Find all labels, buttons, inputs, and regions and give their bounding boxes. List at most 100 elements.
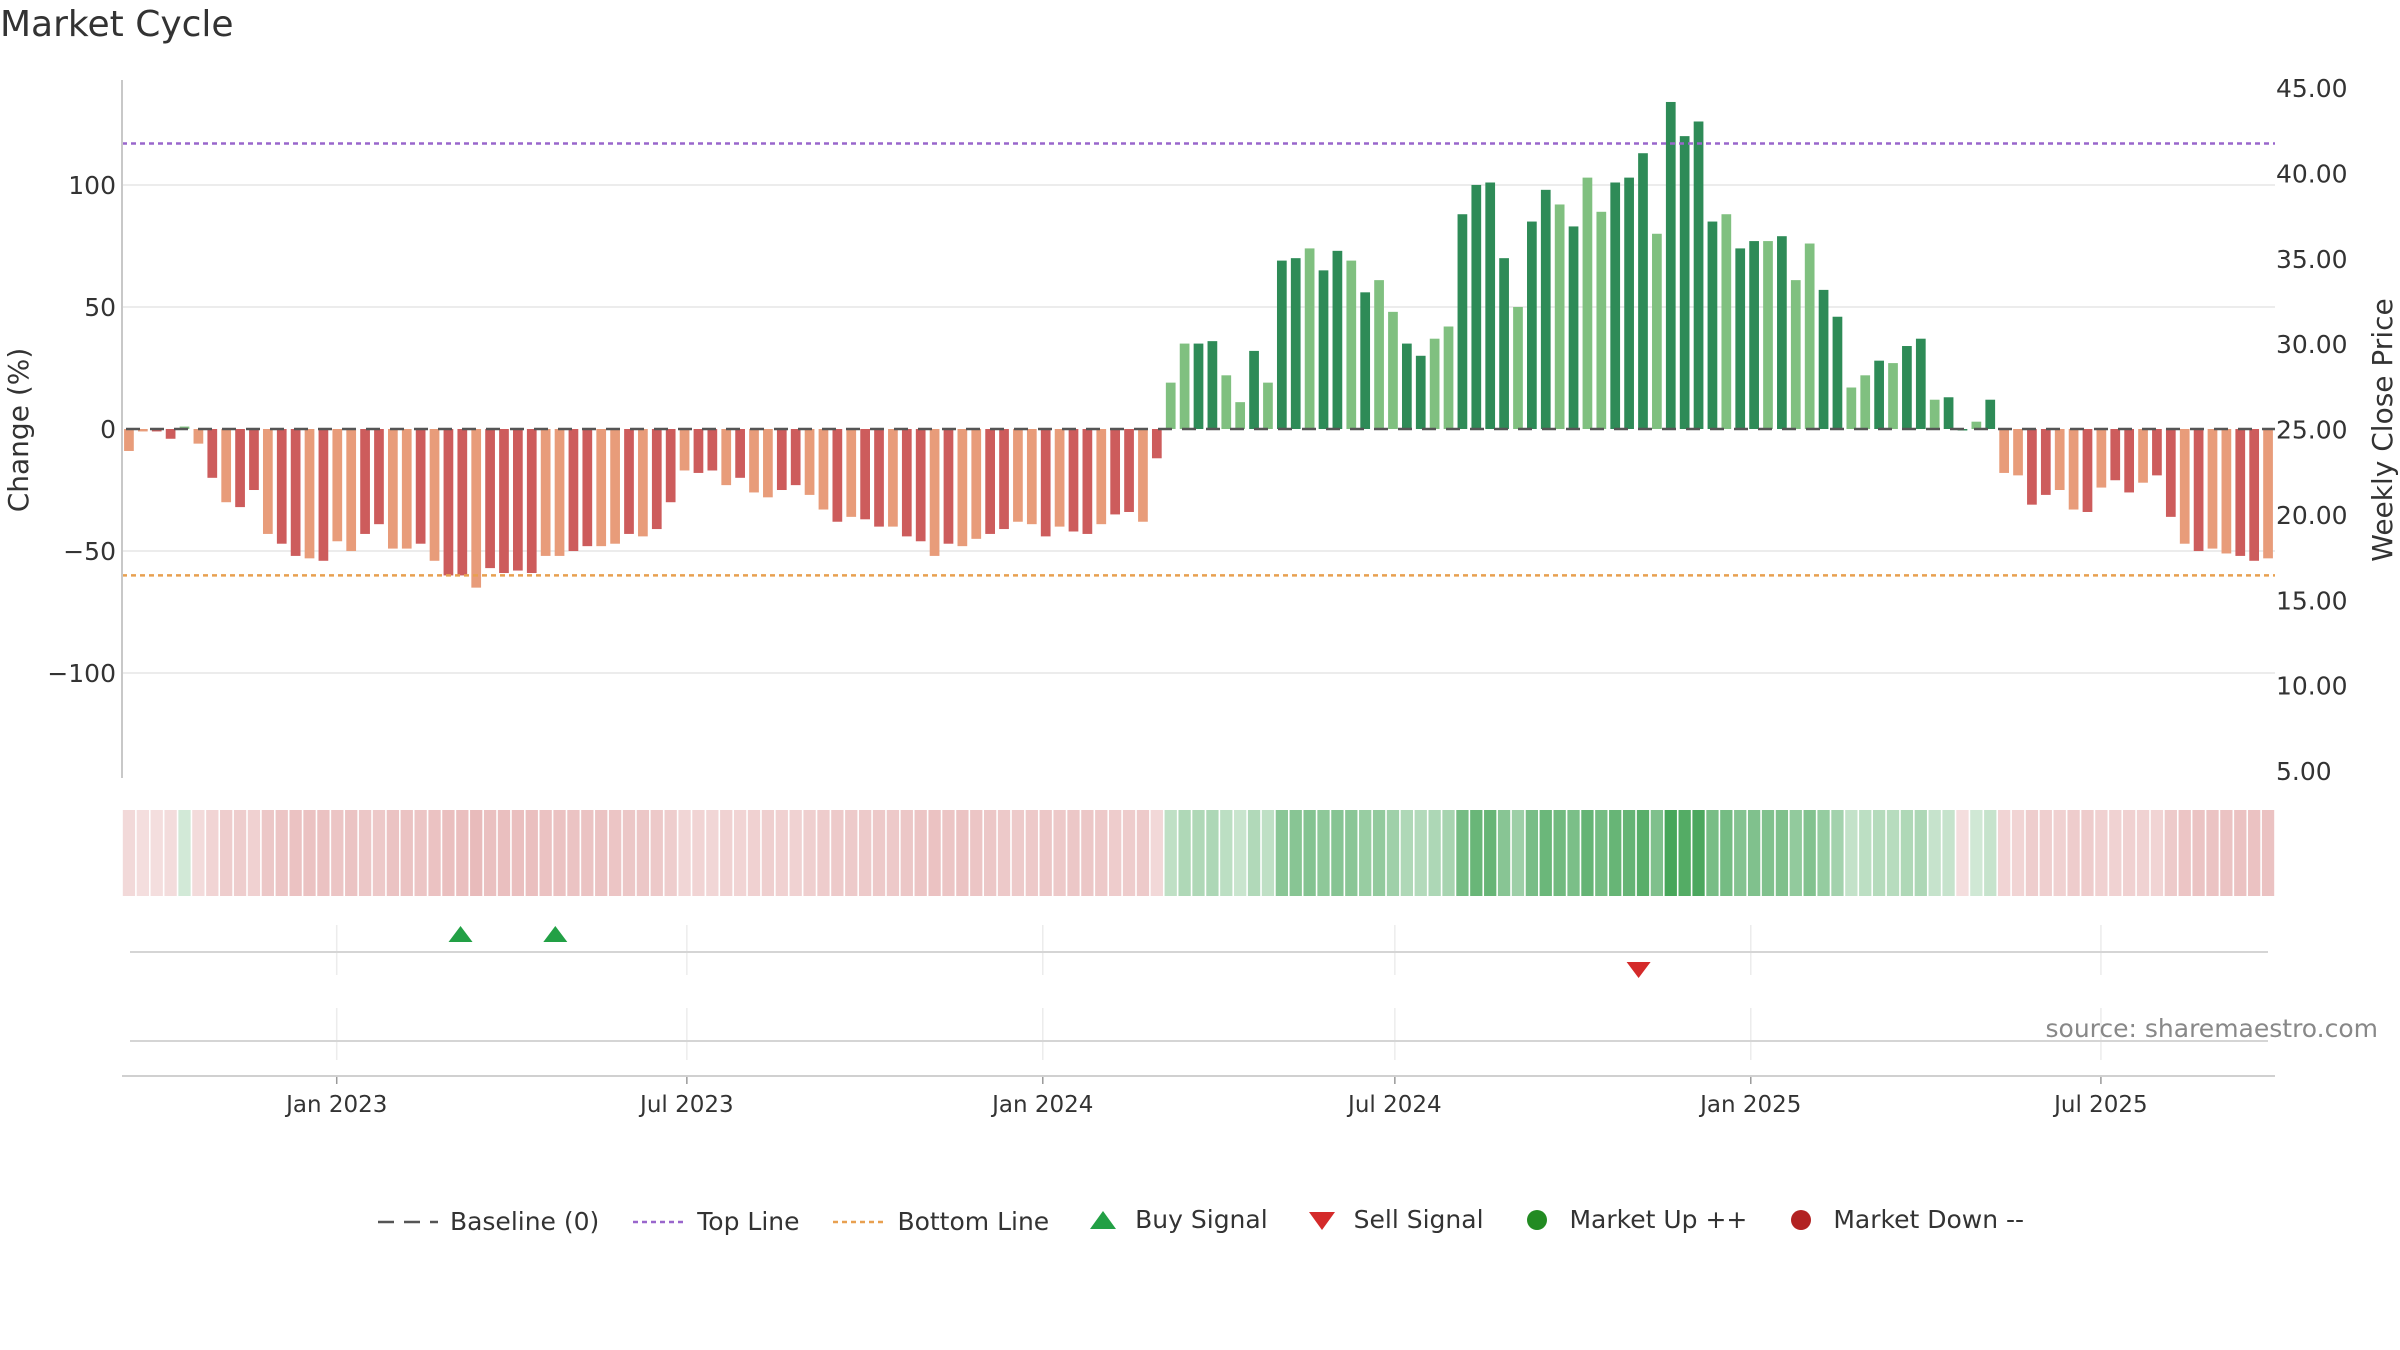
bar bbox=[1068, 429, 1079, 532]
bar bbox=[735, 429, 745, 478]
bar bbox=[1443, 326, 1454, 429]
heat-strip-cell bbox=[275, 810, 288, 896]
heat-strip-cell bbox=[761, 810, 775, 896]
heat-strip-cell bbox=[1178, 810, 1191, 896]
heat-strip-cell bbox=[1539, 810, 1552, 896]
bar bbox=[1763, 241, 1773, 429]
heat-strip-cell bbox=[2109, 810, 2122, 896]
legend-top-line[interactable]: Top Line bbox=[631, 1207, 799, 1236]
left-tick-label: 100 bbox=[68, 171, 116, 200]
right-tick-label: 5.00 bbox=[2276, 757, 2332, 786]
right-tick-label: 35.00 bbox=[2276, 245, 2348, 274]
heat-strip-cell bbox=[1081, 810, 1094, 896]
bar bbox=[818, 429, 829, 510]
bar bbox=[999, 429, 1009, 530]
heat-strip bbox=[122, 810, 2275, 896]
legend-bottom-line[interactable]: Bottom Line bbox=[831, 1207, 1049, 1236]
bar bbox=[1499, 258, 1509, 429]
bar bbox=[943, 429, 954, 544]
heat-strip-cell bbox=[1609, 810, 1622, 896]
heat-strip-cell bbox=[1525, 810, 1539, 896]
bar bbox=[276, 429, 287, 544]
bar bbox=[388, 429, 398, 549]
heat-strip-cell bbox=[845, 810, 858, 896]
bar bbox=[915, 429, 926, 542]
heat-strip-cell bbox=[956, 810, 969, 896]
x-tick-label: Jul 2025 bbox=[2052, 1092, 2148, 1118]
bar bbox=[790, 429, 801, 486]
heat-strip-cell bbox=[1470, 810, 1483, 896]
legend-buy-signal-label: Buy Signal bbox=[1135, 1205, 1268, 1234]
bar bbox=[332, 429, 343, 542]
heat-strip-cell bbox=[345, 810, 358, 896]
bar bbox=[137, 429, 148, 432]
bar bbox=[707, 429, 718, 471]
heat-strip-cell bbox=[525, 810, 538, 896]
heat-strip-cell bbox=[595, 810, 608, 896]
heat-strip-cell bbox=[428, 810, 441, 896]
bar bbox=[540, 429, 551, 556]
bar bbox=[1179, 343, 1190, 429]
bar bbox=[1777, 236, 1787, 429]
bar bbox=[485, 429, 495, 569]
legend-sell-signal[interactable]: Sell Signal bbox=[1300, 1205, 1484, 1234]
bar bbox=[1943, 397, 1954, 429]
heat-strip-cell bbox=[150, 810, 163, 896]
buy-triangle-icon bbox=[1090, 1210, 1117, 1229]
bar bbox=[1665, 101, 1676, 429]
bar bbox=[1429, 338, 1440, 429]
heat-strip-cell bbox=[386, 810, 400, 896]
bar bbox=[1401, 343, 1412, 429]
bar bbox=[2013, 429, 2023, 476]
bar bbox=[1888, 363, 1898, 429]
heat-strip-cell bbox=[358, 810, 372, 896]
legend-baseline[interactable]: Baseline (0) bbox=[376, 1207, 599, 1236]
heat-strip-cell bbox=[233, 810, 247, 896]
bar bbox=[1388, 311, 1398, 429]
heat-strip-cell bbox=[733, 810, 747, 896]
heat-strip-cell bbox=[164, 810, 177, 896]
heat-strip-cell bbox=[803, 810, 816, 896]
bar bbox=[221, 429, 232, 503]
heat-strip-cell bbox=[1650, 810, 1664, 896]
right-tick-label: 15.00 bbox=[2276, 586, 2348, 615]
bar bbox=[1513, 306, 1523, 429]
sell-signal-marker bbox=[1626, 962, 1651, 978]
heat-strip-cell bbox=[1372, 810, 1386, 896]
heat-strip-cell bbox=[1150, 810, 1163, 896]
right-tick-label: 10.00 bbox=[2276, 672, 2348, 701]
bar bbox=[235, 429, 245, 508]
left-tick-label: 50 bbox=[84, 293, 116, 322]
heat-strip-cell bbox=[1622, 810, 1636, 896]
bar bbox=[568, 429, 579, 552]
bar bbox=[1040, 429, 1051, 537]
heat-strip-cell bbox=[1025, 810, 1038, 896]
bar bbox=[2263, 429, 2273, 559]
heat-strip-cell bbox=[650, 810, 663, 896]
bar bbox=[1249, 350, 1259, 429]
bar bbox=[1915, 338, 1926, 429]
heat-strip-cell bbox=[1247, 810, 1261, 896]
bar bbox=[1151, 429, 1162, 459]
x-tick-label: Jan 2025 bbox=[1698, 1092, 1801, 1118]
heat-strip-cell bbox=[1303, 810, 1316, 896]
heat-strip-cell bbox=[1289, 810, 1302, 896]
heat-strip-cell bbox=[1275, 810, 1288, 896]
heat-strip-cell bbox=[1970, 810, 1983, 896]
bar bbox=[1749, 241, 1759, 429]
heat-strip-cell bbox=[1456, 810, 1469, 896]
bar bbox=[290, 429, 301, 556]
bar bbox=[2040, 429, 2051, 495]
legend: Baseline (0) Top Line Bottom Line Buy Si… bbox=[0, 1205, 2400, 1238]
bar bbox=[651, 429, 662, 530]
bar bbox=[1985, 399, 1996, 429]
bar bbox=[1568, 226, 1579, 429]
bar-series bbox=[124, 101, 2273, 588]
bar bbox=[2249, 429, 2260, 561]
heat-strip-cell bbox=[2011, 810, 2025, 896]
legend-buy-signal[interactable]: Buy Signal bbox=[1081, 1205, 1268, 1234]
bar bbox=[874, 429, 884, 527]
legend-market-down[interactable]: Market Down -- bbox=[1779, 1205, 2024, 1234]
bar bbox=[443, 429, 454, 576]
legend-market-up[interactable]: Market Up ++ bbox=[1515, 1205, 1747, 1234]
